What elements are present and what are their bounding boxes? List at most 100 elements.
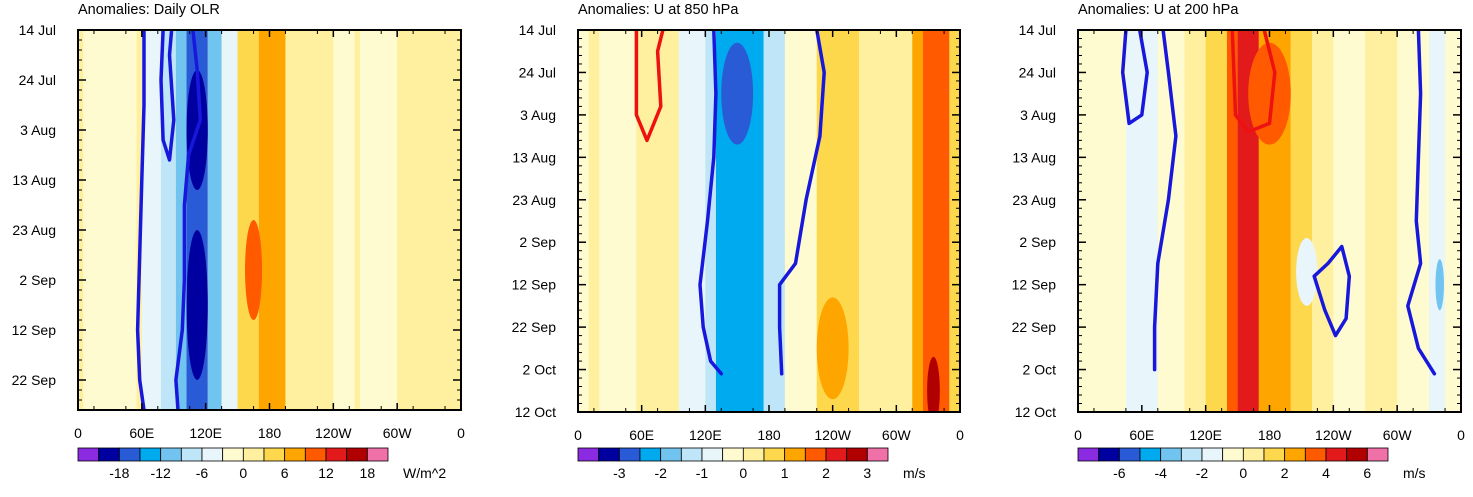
y-tick-label: 12 Oct [1015, 404, 1056, 420]
y-tick-label: 23 Aug [512, 192, 556, 208]
colorbar-label: 1 [781, 465, 789, 481]
x-tick-label: 120W [1315, 427, 1352, 443]
colorbar-box [1222, 447, 1244, 462]
shading-band-6 [207, 30, 222, 410]
colorbar-box [139, 447, 162, 462]
shading-blob-2 [1296, 237, 1318, 306]
colorbar-box [263, 447, 286, 462]
shading-band-2 [599, 30, 637, 412]
colorbar-label: -2 [654, 465, 667, 481]
colorbar: -6 -4 -2 0 2 4 6 m/s [1077, 447, 1426, 481]
y-tick-label: 14 Jul [1019, 22, 1056, 38]
colorbar-box [742, 447, 765, 462]
shading-band-11 [1365, 30, 1398, 412]
colorbar-label: -4 [1154, 465, 1167, 481]
colorbar-box [784, 447, 806, 462]
x-tick-label: 120E [1189, 427, 1222, 443]
colorbar: -3 -2 -1 0 1 2 3 m/s [577, 447, 926, 481]
shading-band-1 [83, 30, 137, 410]
red-contour-0 [634, 30, 665, 143]
y-axis: 14 Jul 24 Jul 3 Aug 13 Aug 23 Aug 2 Sep 12 Sep… [512, 22, 960, 420]
y-tick-label: 22 Sep [12, 372, 57, 388]
y-tick-label: 13 Aug [512, 149, 556, 165]
shading-band-12 [1397, 30, 1430, 412]
colorbar-box [866, 447, 889, 462]
shading-band-2 [141, 30, 161, 410]
x-tick-label: 0 [1074, 427, 1082, 443]
y-tick-label: 12 Sep [512, 277, 557, 293]
colorbar-box [118, 447, 141, 462]
panel-title: Anomalies: U at 850 hPa [578, 2, 739, 18]
x-tick-label: 60W [882, 427, 912, 443]
shading-band-12 [922, 30, 950, 412]
colorbar-units: m/s [1403, 465, 1426, 481]
colorbar-box [77, 447, 100, 462]
y-tick-label: 24 Jul [1019, 64, 1056, 80]
colorbar-box [804, 447, 827, 462]
shading-band-4 [175, 30, 187, 410]
x-tick-label: 180 [757, 427, 781, 443]
colorbar-box [366, 447, 389, 462]
y-tick-label: 23 Aug [12, 222, 56, 238]
panel-title: Anomalies: Daily OLR [78, 2, 220, 18]
colorbar-label: 0 [1239, 465, 1247, 481]
shading-band-7 [221, 30, 238, 410]
colorbar-box [722, 447, 744, 462]
colorbar-label: -12 [151, 465, 171, 481]
shading-band-2 [1125, 30, 1158, 412]
colorbar-box [1284, 447, 1306, 462]
shading-band-13 [1429, 30, 1446, 412]
y-tick-label: 2 Sep [19, 272, 56, 288]
x-tick-label: 0 [457, 425, 465, 441]
plot-area [1078, 30, 1461, 412]
x-tick-label: 0 [574, 427, 582, 443]
colorbar-box [201, 447, 224, 462]
colorbar-box [346, 447, 368, 462]
red-contour-0 [1230, 30, 1277, 134]
shading-band-3 [636, 30, 679, 412]
y-tick-label: 14 Jul [19, 22, 56, 38]
x-axis: 0 60E 120E 180 120W 60W 0 [1074, 30, 1465, 443]
colorbar-box [577, 447, 600, 462]
colorbar-box [160, 447, 182, 462]
colorbar-box [180, 447, 203, 462]
shading-band-5 [705, 30, 716, 412]
x-tick-label: 120E [689, 427, 722, 443]
y-tick-label: 2 Sep [519, 234, 556, 250]
colorbar-box [825, 447, 848, 462]
y-tick-label: 12 Sep [12, 322, 57, 338]
colorbar-box [660, 447, 682, 462]
blue-contour-3 [1312, 244, 1352, 338]
shading-band-1 [578, 30, 589, 412]
colorbar: -18 -12 -6 0 6 12 18 W/m^2 [77, 447, 446, 481]
colorbar-label: -3 [613, 465, 626, 481]
blue-contour-1 [159, 30, 176, 162]
colorbar-box [639, 447, 662, 462]
colorbar-label: 18 [360, 465, 376, 481]
shading-band-3 [160, 30, 176, 410]
shading-band-4 [678, 30, 706, 412]
y-tick-label: 13 Aug [1012, 149, 1056, 165]
shading-band-10 [1333, 30, 1366, 412]
plot-area [78, 30, 461, 410]
shading-band-9 [258, 30, 286, 410]
y-tick-label: 3 Aug [520, 107, 556, 123]
shading-band-11 [333, 30, 355, 410]
colorbar-box [284, 447, 306, 462]
x-tick-label: 120W [315, 425, 352, 441]
x-tick-label: 180 [1258, 427, 1282, 443]
shading-band-10 [285, 30, 318, 410]
blue-contour-2 [777, 30, 826, 376]
blue-contour-1 [1120, 30, 1149, 126]
panel-title: Anomalies: U at 200 hPa [1078, 2, 1239, 18]
shading-blob-1 [186, 230, 208, 380]
y-axis: 14 Jul 24 Jul 3 Aug 13 Aug 23 Aug 2 Sep 12 Sep… [1012, 22, 1461, 420]
blue-contour-4 [1406, 30, 1437, 376]
panel-u200: 0 60E 120E 180 120W 60W 0 14 Jul 24 Jul 3 Aug 13 A… [1012, 2, 1465, 481]
colorbar-label: 2 [822, 465, 830, 481]
shading-band-13 [949, 30, 960, 412]
colorbar-box [701, 447, 724, 462]
colorbar-box [1304, 447, 1327, 462]
y-tick-label: 2 Oct [1023, 362, 1057, 378]
colorbar-box [1263, 447, 1286, 462]
